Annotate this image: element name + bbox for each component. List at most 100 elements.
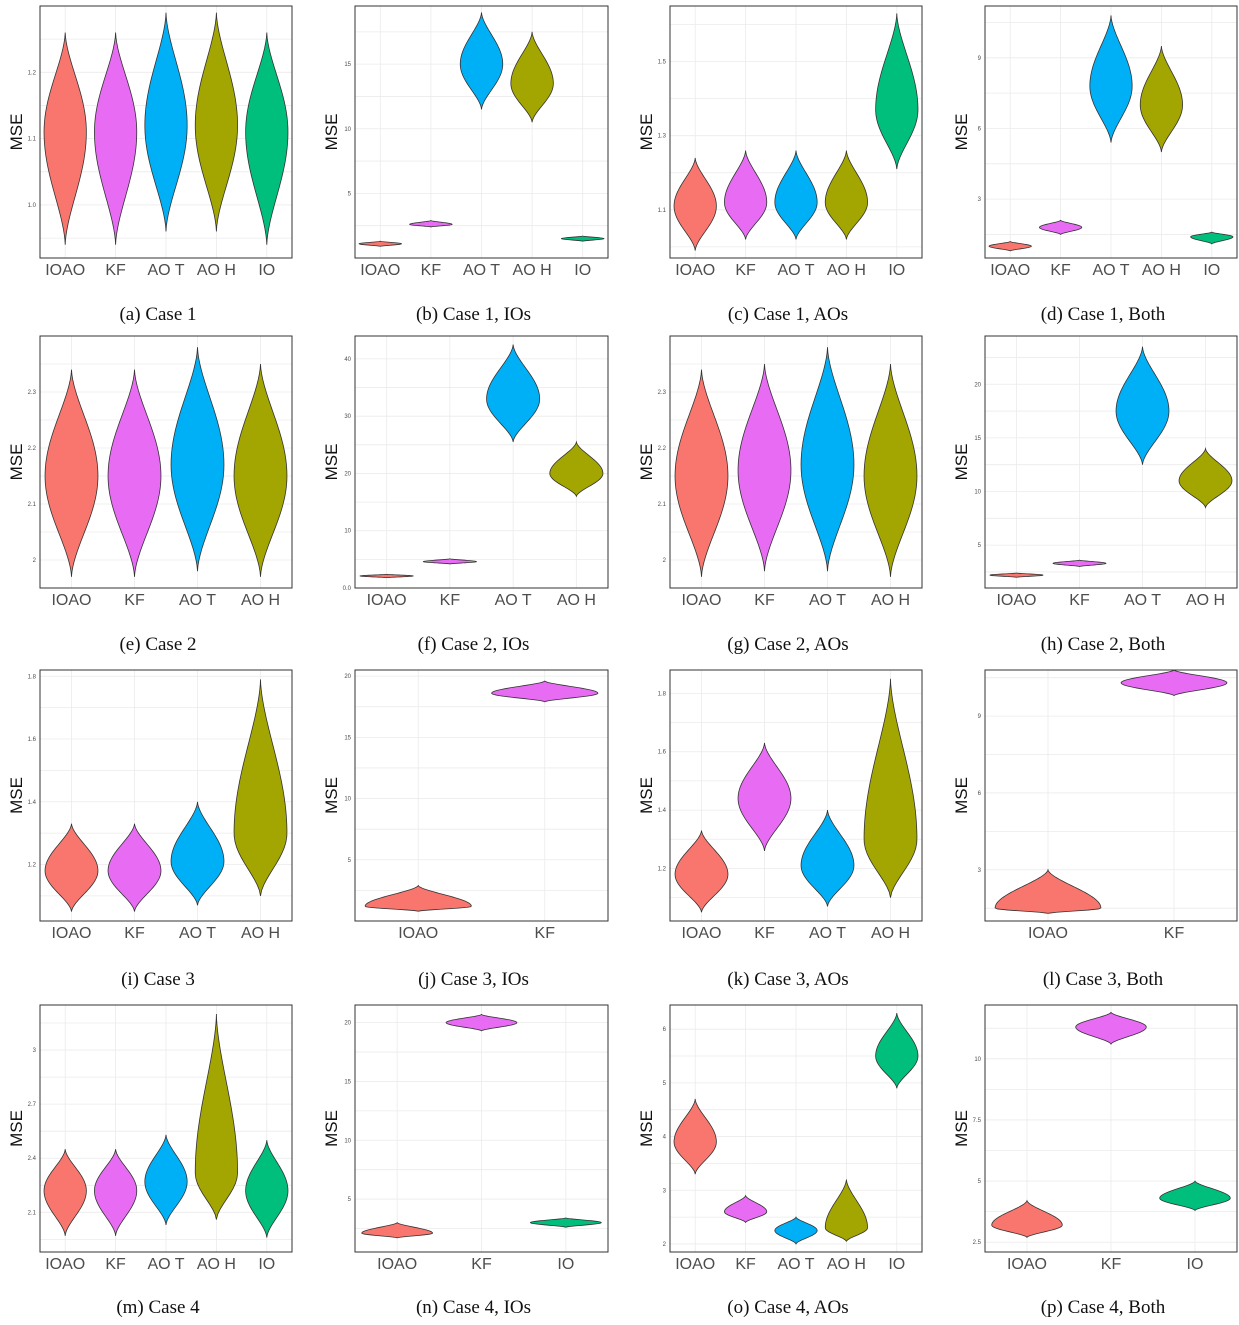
panel-5: 2 2.1 2.2 2.3 IOAO KF AO T AO H MSE (e) Case 2 [7, 335, 293, 655]
panel-16: 2.5 5 7.5 10 IOAO KF IO MSE (p) Case 4, Both [952, 1004, 1238, 1318]
violin-ao-h [194, 12, 238, 232]
plot-frame [39, 335, 293, 589]
y-tick-label: 20 [974, 382, 981, 388]
x-tick-label: AO H [197, 1256, 236, 1273]
y-tick-label: 2.2 [658, 446, 667, 452]
violin-kf [94, 32, 138, 245]
violin-io [529, 1217, 602, 1228]
violin-ao-h [510, 31, 554, 123]
y-tick-label: 2.3 [28, 390, 37, 396]
violin-kf [724, 150, 768, 240]
y-tick-label: 1.8 [28, 674, 37, 680]
x-tick-label: IO [1203, 262, 1220, 279]
x-tick-label: KF [754, 592, 775, 609]
violin-kf [1052, 559, 1107, 567]
x-tick-label: KF [421, 262, 442, 279]
panel-caption: (p) Case 4, Both [1041, 1297, 1166, 1318]
x-tick-label: IO [888, 1256, 905, 1273]
x-tick-label: AO T [147, 1256, 184, 1273]
y-tick-label: 1.6 [658, 750, 667, 756]
y-tick-label: 1.2 [28, 863, 37, 869]
x-tick-label: KF [471, 1256, 492, 1273]
y-tick-label: 1.1 [658, 208, 667, 214]
x-tick-label: KF [1069, 592, 1090, 609]
y-tick-label: 10 [974, 1057, 981, 1063]
panel-caption: (i) Case 3 [121, 969, 195, 990]
y-tick-label: 3 [33, 1048, 37, 1054]
x-tick-label: AO T [179, 925, 216, 942]
y-tick-label: 10 [974, 489, 981, 495]
y-tick-label: 3 [978, 197, 982, 203]
plot-area [985, 670, 1237, 921]
y-tick-label: 5 [348, 1197, 352, 1203]
y-tick-label: 2 [663, 1242, 667, 1248]
y-tick-label: 2.5 [973, 1240, 982, 1246]
y-tick-label: 4 [663, 1135, 667, 1141]
x-tick-label: KF [754, 925, 775, 942]
x-tick-label: KF [1101, 1256, 1122, 1273]
y-tick-label: 9 [978, 714, 982, 720]
violin-io [1190, 231, 1234, 245]
y-tick-label: 6 [978, 126, 982, 132]
y-tick-label: 15 [344, 62, 351, 68]
panel-caption: (h) Case 2, Both [1041, 634, 1166, 655]
y-tick-label: 2.1 [658, 502, 667, 508]
y-tick-label: 1.3 [658, 134, 667, 140]
x-tick-label: IOAO [1007, 1256, 1047, 1273]
y-tick-label: 7.5 [973, 1118, 982, 1124]
violin-kf [1075, 1011, 1147, 1045]
y-axis-label: MSE [952, 114, 971, 151]
plot-frame [984, 669, 1238, 922]
violin-ioao [674, 369, 729, 577]
x-tick-label: IOAO [45, 1256, 85, 1273]
violin-ioao [988, 241, 1032, 252]
y-tick-label: 1.4 [28, 800, 37, 806]
x-tick-label: IOAO [681, 925, 721, 942]
y-axis-label: MSE [952, 1110, 971, 1147]
y-tick-label: 2.4 [28, 1156, 37, 1162]
y-tick-label: 6 [978, 791, 982, 797]
x-tick-label: IOAO [367, 592, 407, 609]
x-tick-label: AO T [495, 592, 532, 609]
violin-io [1159, 1180, 1231, 1211]
violin-ioao [44, 369, 99, 577]
y-axis-label: MSE [322, 1110, 341, 1147]
violin-ao-h [194, 1013, 238, 1220]
x-tick-label: AO T [809, 925, 846, 942]
plot-frame [669, 5, 923, 259]
panel-14: 5 10 15 20 IOAO KF IO MSE (n) Case 4, IOs [322, 1004, 609, 1318]
x-tick-label: IOAO [996, 592, 1036, 609]
violin-ioao [358, 240, 403, 247]
x-tick-label: AO T [777, 262, 814, 279]
x-tick-label: IOAO [51, 925, 91, 942]
violin-io [875, 1012, 919, 1089]
panel-12: 3 6 9 IOAO KF MSE (l) Case 3, Both [952, 669, 1238, 990]
violin-kf [724, 1194, 768, 1224]
y-tick-label: 15 [974, 436, 981, 442]
plot-frame [984, 335, 1238, 589]
x-tick-label: KF [1050, 262, 1071, 279]
plot-frame [39, 669, 293, 922]
x-tick-label: AO H [241, 592, 280, 609]
violin-ao-t [170, 801, 225, 906]
panel-8: 5 10 15 20 IOAO KF AO T AO H MSE (h) Case 2, Both [952, 335, 1238, 655]
violin-ao-t [144, 1134, 188, 1226]
panel-caption: (m) Case 4 [116, 1297, 200, 1318]
y-tick-label: 3 [663, 1188, 667, 1194]
y-tick-label: 20 [344, 471, 351, 477]
x-tick-label: IOAO [675, 262, 715, 279]
y-tick-label: 1.1 [28, 137, 37, 143]
x-tick-label: KF [1164, 925, 1185, 942]
y-axis-label: MSE [952, 444, 971, 481]
x-tick-label: IOAO [990, 262, 1030, 279]
violin-ao-t [800, 810, 855, 907]
violin-ao-h [233, 679, 288, 896]
violin-kf [409, 220, 453, 228]
x-tick-label: IO [574, 262, 591, 279]
y-tick-label: 30 [344, 414, 351, 420]
violin-ioao [989, 572, 1044, 578]
y-tick-label: 1.2 [658, 866, 667, 872]
y-tick-label: 9 [978, 56, 982, 62]
violin-ioao [364, 884, 472, 912]
violin-ao-h [863, 363, 918, 577]
